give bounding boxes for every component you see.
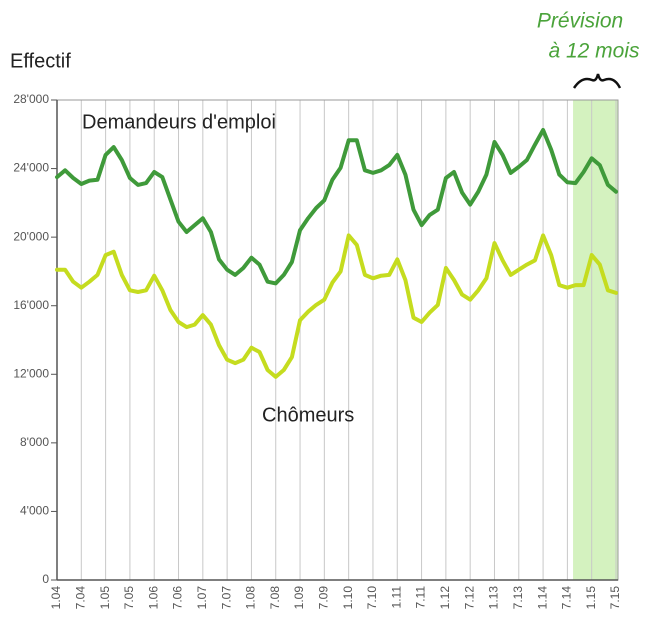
x-tick-label: 7.11 xyxy=(414,586,428,609)
x-tick-label: 7.04 xyxy=(73,586,87,610)
forecast-label: à 12 mois xyxy=(548,40,640,63)
x-tick-label: 1.05 xyxy=(98,586,112,610)
series-line xyxy=(55,233,618,379)
forecast-label: Prévision xyxy=(537,10,623,33)
x-tick-label: 7.12 xyxy=(462,586,476,610)
y-tick-label: 16'000 xyxy=(13,298,49,312)
x-tick-label: 7.08 xyxy=(268,586,282,610)
brace xyxy=(572,73,622,89)
x-tick-label: 1.14 xyxy=(535,586,549,610)
y-tick-label: 28'000 xyxy=(13,92,49,106)
x-tick-label: 7.13 xyxy=(511,586,525,610)
y-tick-label: 24'000 xyxy=(13,161,49,175)
y-tick-label: 8'000 xyxy=(20,435,49,449)
y-tick-label: 4'000 xyxy=(20,504,49,518)
series-label: Chômeurs xyxy=(262,404,354,426)
y-tick-label: 12'000 xyxy=(13,366,49,380)
y-tick-label: 20'000 xyxy=(13,229,49,243)
series-line xyxy=(55,128,618,286)
x-tick-label: 1.12 xyxy=(438,586,452,610)
x-tick-label: 1.07 xyxy=(195,586,209,610)
y-axis-title: Effectif xyxy=(10,50,71,72)
forecast-band xyxy=(573,100,618,580)
x-tick-label: 1.13 xyxy=(487,586,501,610)
x-tick-label: 7.14 xyxy=(560,586,574,610)
x-tick-label: 1.15 xyxy=(584,586,598,610)
x-tick-label: 7.15 xyxy=(608,586,622,610)
x-tick-label: 1.08 xyxy=(244,586,258,610)
x-tick-label: 1.06 xyxy=(146,586,160,610)
x-tick-label: 1.04 xyxy=(49,586,63,610)
series-label: Demandeurs d'emploi xyxy=(82,111,276,133)
x-tick-label: 1.11 xyxy=(389,586,403,609)
y-tick-label: 0 xyxy=(42,572,49,586)
x-tick-label: 7.07 xyxy=(219,586,233,610)
x-tick-label: 7.05 xyxy=(122,586,136,610)
x-tick-label: 7.10 xyxy=(365,586,379,610)
x-tick-label: 7.09 xyxy=(317,586,331,610)
x-tick-label: 7.06 xyxy=(171,586,185,610)
x-tick-label: 1.10 xyxy=(341,586,355,610)
x-tick-label: 1.09 xyxy=(292,586,306,610)
